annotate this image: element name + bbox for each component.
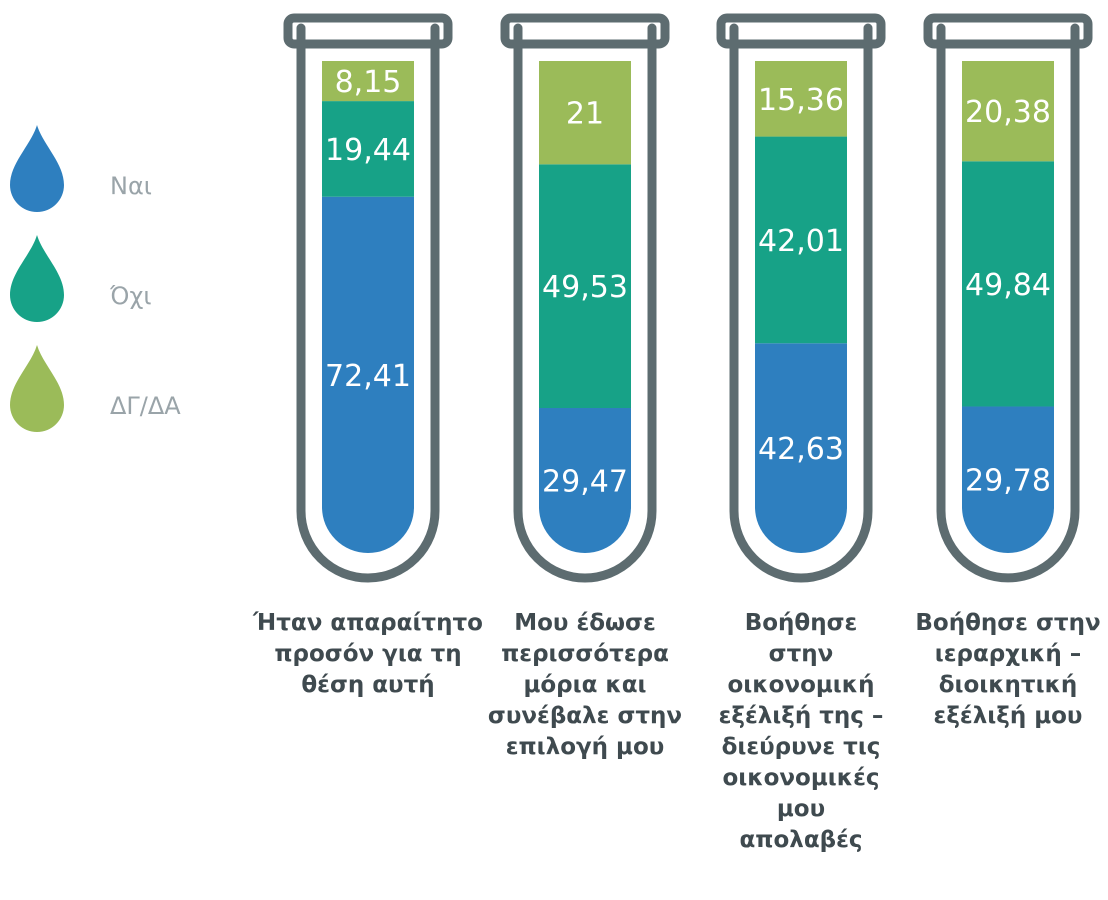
data-label: 20,38	[965, 95, 1051, 130]
drop-icon	[10, 235, 64, 322]
bar-segment-ΔΓ/ΔΑ	[755, 61, 847, 137]
tube-rim	[283, 13, 453, 49]
bar-segment-ΔΓ/ΔΑ	[539, 61, 631, 165]
category-label-line: οικονομικές	[722, 765, 879, 791]
category-label-line: διεύρυνε τις	[722, 734, 881, 760]
data-label: 42,01	[758, 224, 844, 259]
data-label: 29,47	[542, 465, 628, 500]
legend-label: Ναι	[110, 172, 152, 200]
category-label: Μου έδωσε περισσότερα μόρια και συνέβαλε στ…	[488, 610, 682, 760]
tube-outline	[729, 23, 873, 583]
tube-1: 72,41 19,44 8,15	[283, 13, 453, 583]
data-label: 19,44	[325, 133, 411, 168]
tube-liquid	[539, 61, 631, 553]
category-label-line: θέση αυτή	[301, 672, 434, 698]
tube-rim	[716, 13, 886, 49]
tube-liquid	[322, 61, 414, 553]
category-label-line: περισσότερα	[501, 641, 669, 667]
category-label-line: Βοήθησε στην	[915, 610, 1100, 636]
category-label-line: επιλογή μου	[506, 734, 665, 760]
data-label: 49,84	[965, 268, 1051, 303]
bar-segment-Όχι	[539, 164, 631, 409]
category-label-line: μου	[777, 796, 825, 822]
legend-item-ΔΓ/ΔΑ: ΔΓ/ΔΑ	[10, 345, 181, 432]
legend-item-Όχι: Όχι	[10, 235, 151, 322]
bar-segment-Όχι	[962, 161, 1054, 407]
data-label: 72,41	[325, 359, 411, 394]
category-label-line: οικονομική	[728, 672, 875, 698]
bar-segment-Όχι	[755, 136, 847, 344]
tube-liquid	[962, 61, 1054, 553]
tube-4: 29,78 49,84 20,38	[923, 13, 1093, 583]
category-label-line: στην	[769, 641, 834, 667]
drop-icon	[10, 125, 64, 212]
bar-segment-ΔΓ/ΔΑ	[322, 61, 414, 102]
tube-outline	[513, 23, 657, 583]
tube-2: 29,47 49,53 21	[500, 13, 670, 583]
bar-segment-Ναι	[539, 408, 631, 553]
data-label: 29,78	[965, 464, 1051, 499]
legend-label: Όχι	[109, 282, 151, 310]
category-label: Βοήθησε στην οικονομική εξέλιξή της – διεύρυ…	[719, 610, 884, 853]
tube-rim	[923, 13, 1093, 49]
category-label-line: εξέλιξή μου	[934, 703, 1083, 729]
bar-segment-ΔΓ/ΔΑ	[962, 61, 1054, 162]
category-label-line: ιεραρχική –	[935, 641, 1082, 667]
category-label: Βοήθησε στην ιεραρχική – διοικητική εξέλιξή…	[915, 610, 1100, 729]
drop-icon	[10, 345, 64, 432]
bar-segment-Ναι	[322, 196, 414, 553]
category-label: Ήταν απαραίτητο προσόν για τη θέση αυτή	[252, 610, 483, 698]
data-label: 21	[566, 97, 604, 132]
data-label: 49,53	[542, 270, 628, 305]
category-label-line: συνέβαλε στην	[488, 703, 682, 729]
data-label: 8,15	[335, 65, 402, 100]
category-label-line: Μου έδωσε	[514, 610, 656, 636]
data-label: 42,63	[758, 432, 844, 467]
category-label-line: απολαβές	[739, 827, 862, 853]
tube-outline	[296, 23, 440, 583]
legend-label: ΔΓ/ΔΑ	[110, 392, 181, 420]
bar-segment-Ναι	[962, 406, 1054, 553]
bar-segment-Όχι	[322, 101, 414, 197]
tube-rim	[500, 13, 670, 49]
category-label-line: Βοήθησε	[745, 610, 858, 636]
category-label-line: προσόν για τη	[274, 641, 461, 667]
category-label-line: Ήταν απαραίτητο	[252, 610, 483, 636]
category-label-line: μόρια και	[523, 672, 646, 698]
tube-liquid	[755, 61, 847, 553]
tube-3: 42,63 42,01 15,36	[716, 13, 886, 583]
category-label-line: εξέλιξή της –	[719, 703, 884, 729]
tube-outline	[936, 23, 1080, 583]
category-label-line: διοικητική	[939, 672, 1078, 698]
bar-segment-Ναι	[755, 343, 847, 553]
data-label: 15,36	[758, 83, 844, 118]
legend-item-Ναι: Ναι	[10, 125, 152, 212]
